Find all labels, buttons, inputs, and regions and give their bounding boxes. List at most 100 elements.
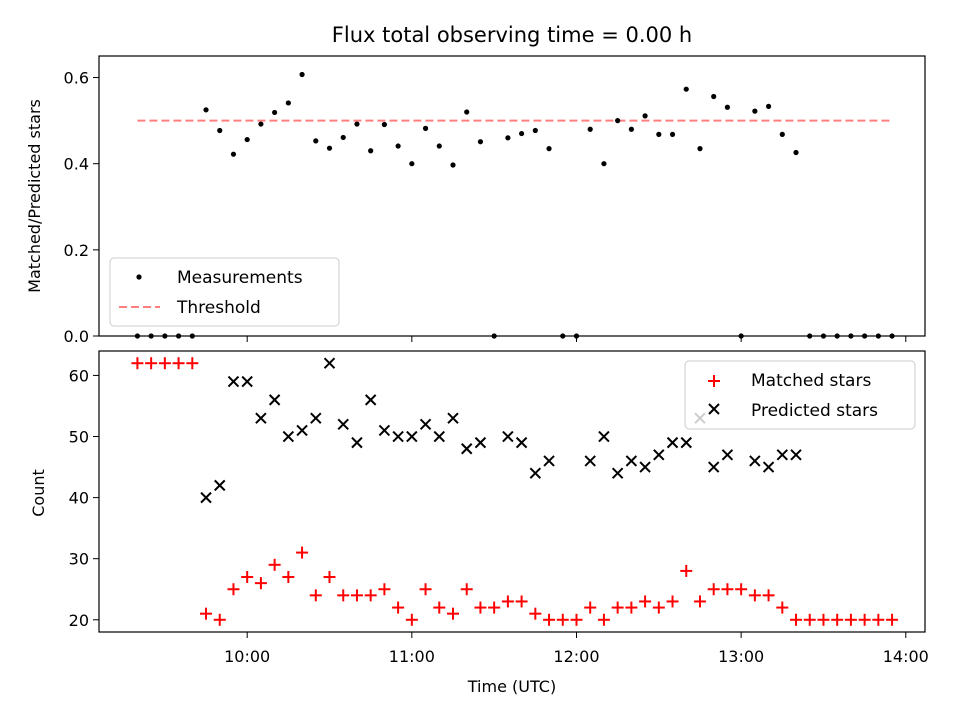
legend-label-threshold: Threshold <box>176 298 261 318</box>
matched-star-point <box>447 607 459 620</box>
legend-marker-measurements <box>136 274 142 280</box>
ratio-panel: Flux total observing time = 0.00 h Match… <box>25 23 926 346</box>
measurement-point <box>587 126 593 132</box>
x-tick-label: 14:00 <box>883 647 929 666</box>
predicted-star-point <box>461 443 473 455</box>
predicted-star-point <box>227 375 240 388</box>
measurement-point <box>395 143 401 149</box>
predicted-star-point <box>749 455 761 467</box>
legend-marker-matched <box>708 375 720 387</box>
measurement-point <box>477 139 484 145</box>
matched-star-point <box>803 613 816 626</box>
measurement-point <box>203 107 209 113</box>
matched-star-point <box>254 577 267 590</box>
bottom-y-tick-label: 20 <box>69 611 89 630</box>
matched-star-point <box>241 571 254 584</box>
predicted-star-point <box>666 436 679 449</box>
predicted-star-point <box>639 461 651 473</box>
matched-star-point <box>625 601 638 614</box>
bottom-legend: Matched stars Predicted stars <box>684 360 916 430</box>
x-tick-label: 10:00 <box>224 647 270 666</box>
predicted-star-point <box>474 436 487 449</box>
matched-star-point <box>611 601 624 614</box>
matched-star-point <box>652 601 665 614</box>
matched-star-point <box>172 357 185 370</box>
measurement-point <box>422 125 429 131</box>
top-y-tick-label: 0.6 <box>64 69 89 88</box>
bottom-y-tick-label: 30 <box>69 550 89 569</box>
top-plot-frame <box>98 55 926 337</box>
predicted-star-point <box>515 436 528 449</box>
legend-marker-predicted <box>708 403 720 415</box>
matched-star-point <box>721 583 734 596</box>
matched-star-point <box>227 583 240 596</box>
matched-star-point <box>639 595 652 608</box>
measurement-point <box>697 146 703 152</box>
x-axis-label: Time (UTC) <box>467 677 556 696</box>
predicted-star-point <box>543 455 555 467</box>
top-y-tick-label: 0.2 <box>64 241 89 260</box>
matched-star-point <box>597 613 610 626</box>
x-tick-label: 11:00 <box>389 647 435 666</box>
predicted-star-point <box>296 424 308 437</box>
predicted-star-point <box>310 412 322 424</box>
bottom-plot-frame <box>98 350 926 633</box>
top-y-tick-label: 0.4 <box>64 155 89 174</box>
top-y-tick-label: 0.0 <box>64 327 89 346</box>
predicted-star-point <box>762 461 775 473</box>
matched-star-point <box>309 589 322 602</box>
measurement-point <box>230 151 237 157</box>
measurement-point <box>272 109 278 116</box>
matched-star-point <box>790 613 803 626</box>
predicted-star-point <box>653 449 665 461</box>
matched-star-point <box>735 583 748 596</box>
measurement-point <box>464 109 470 115</box>
predicted-star-point <box>598 430 610 443</box>
predicted-star-point <box>419 418 432 431</box>
matched-star-point <box>158 357 171 370</box>
predicted-star-point <box>351 436 363 449</box>
matched-star-point <box>200 607 213 620</box>
matched-star-point <box>707 583 720 596</box>
predicted-star-point <box>447 412 459 424</box>
predicted-star-point <box>406 430 418 443</box>
measurement-point <box>615 118 621 124</box>
matched-star-point <box>474 601 487 614</box>
matched-star-point <box>817 613 830 626</box>
top-legend: Measurements Threshold <box>109 257 340 327</box>
predicted-star-point <box>200 491 212 504</box>
measurement-point <box>505 135 511 141</box>
measurement-point <box>683 86 689 92</box>
matched-star-point <box>680 564 693 577</box>
matched-star-point <box>776 601 789 614</box>
matched-star-point <box>872 613 885 626</box>
legend-label-measurements: Measurements <box>177 268 303 288</box>
measurement-point <box>436 143 442 149</box>
matched-star-point <box>886 613 899 626</box>
matched-star-point <box>337 589 350 602</box>
bottom-y-tick-label: 60 <box>69 366 89 385</box>
predicted-star-point <box>584 455 596 467</box>
predicted-star-point <box>625 455 638 467</box>
matched-star-point <box>323 571 336 584</box>
matched-star-point <box>515 595 528 608</box>
legend-label-predicted: Predicted stars <box>751 401 878 421</box>
predicted-star-point <box>707 461 720 473</box>
predicted-star-point <box>433 430 445 443</box>
matched-star-point <box>296 546 309 559</box>
matched-star-point <box>501 595 514 608</box>
top-y-axis-label: Matched/Predicted stars <box>25 99 44 293</box>
measurement-point <box>285 100 291 106</box>
matched-star-point <box>364 589 377 602</box>
predicted-star-point <box>529 467 542 479</box>
predicted-star-point <box>268 394 281 406</box>
x-tick-label: 13:00 <box>718 647 764 666</box>
bottom-y-tick-label: 40 <box>69 489 89 508</box>
measurement-point <box>326 145 333 151</box>
measurement-point <box>340 134 346 141</box>
measurement-point <box>779 131 785 137</box>
measurement-point <box>354 121 360 127</box>
predicted-star-point <box>337 418 349 431</box>
matched-star-point <box>858 613 871 626</box>
